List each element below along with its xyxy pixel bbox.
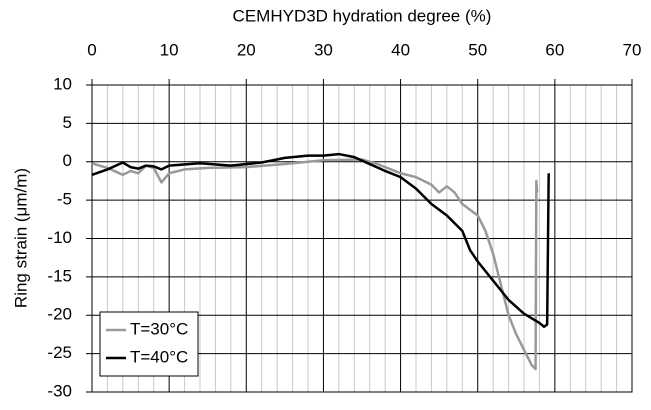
legend-box: [99, 311, 199, 377]
y-tick-label: 0: [63, 151, 72, 170]
legend-label: T=40°C: [130, 347, 188, 366]
x-axis-title: CEMHYD3D hydration degree (%): [233, 6, 492, 25]
x-tick-label: 70: [623, 40, 642, 59]
y-tick-label: -20: [47, 305, 72, 324]
x-tick-label: 60: [545, 40, 564, 59]
y-axis-title: Ring strain (μm/m): [11, 168, 30, 308]
plot-frame: [91, 84, 633, 393]
x-tick-label: 50: [468, 40, 487, 59]
x-tick-label: 30: [314, 40, 333, 59]
legend: T=30°C T=40°C: [99, 311, 199, 377]
series-line: [91, 152, 550, 329]
legend-label: T=30°C: [130, 319, 188, 338]
x-tick-label: 0: [87, 40, 96, 59]
y-tick-label: -10: [47, 228, 72, 247]
x-tick-label: 40: [391, 40, 410, 59]
y-tick-label: -5: [57, 190, 72, 209]
y-tick-label: 5: [63, 113, 72, 132]
x-tick-label: 20: [237, 40, 256, 59]
y-tick-label: 10: [53, 74, 72, 93]
y-tick-label: -30: [47, 381, 72, 400]
y-tick-label: -15: [47, 266, 72, 285]
x-tick-label: 10: [160, 40, 179, 59]
y-tick-label: -25: [47, 343, 72, 362]
